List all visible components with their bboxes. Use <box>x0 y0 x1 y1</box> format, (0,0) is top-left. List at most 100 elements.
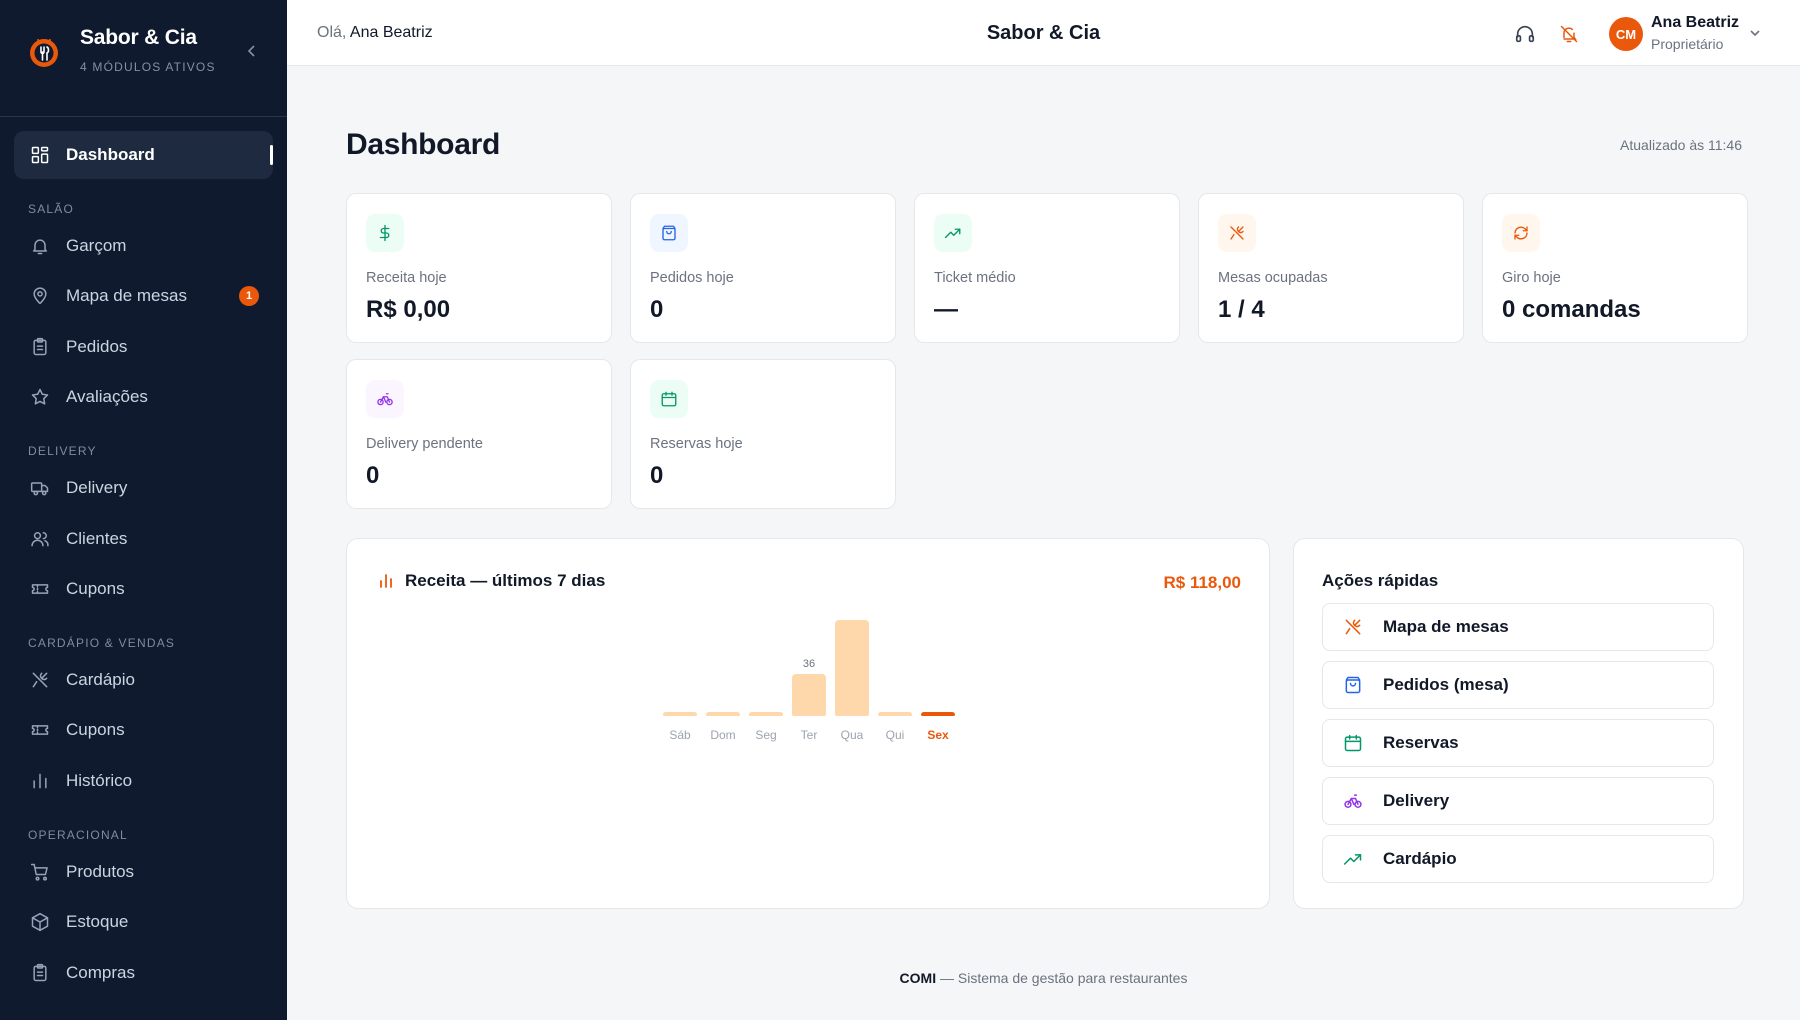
sidebar: Sabor & Cia 4 MÓDULOS ATIVOS Dashboard SA… <box>0 0 287 1020</box>
stat-label: Receita hoje <box>366 270 447 286</box>
stat-card-giro-hoje: Giro hoje 0 comandas <box>1482 193 1748 343</box>
sidebar-item-compras[interactable]: Compras <box>14 949 273 997</box>
quick-action-icon <box>1343 733 1363 753</box>
stat-label: Delivery pendente <box>366 436 483 452</box>
sidebar-item-pedidos[interactable]: Pedidos <box>14 323 273 371</box>
map-pin-icon <box>33 287 47 305</box>
sidebar-item-label: Estoque <box>66 912 129 932</box>
sidebar-item-label: Mapa de mesas <box>66 286 187 306</box>
trending-up-icon <box>944 228 961 239</box>
sidebar-item-estoque[interactable]: Estoque <box>14 898 273 946</box>
quick-action-reservas[interactable]: Reservas <box>1322 719 1714 767</box>
chart-bar-qui[interactable] <box>878 712 912 716</box>
quick-action-icon <box>1343 675 1363 695</box>
chart-bar-sex[interactable] <box>921 712 955 716</box>
truck-icon-wrap <box>30 478 50 498</box>
stat-label: Mesas ocupadas <box>1218 270 1328 286</box>
notifications-button[interactable] <box>1557 22 1581 46</box>
box-icon-wrap <box>30 912 50 932</box>
stat-card-receita-hoje: Receita hoje R$ 0,00 <box>346 193 612 343</box>
chart-tick-label: Qua <box>840 728 864 742</box>
dashboard-icon-wrap <box>30 145 50 165</box>
cart-icon <box>30 863 48 881</box>
cart-icon-wrap <box>30 862 50 882</box>
support-button[interactable] <box>1513 22 1537 46</box>
dashboard-icon <box>31 146 49 164</box>
quick-action-label: Reservas <box>1383 733 1459 752</box>
chart-bar-ter[interactable] <box>792 673 826 716</box>
footer-text: — Sistema de gestão para restaurantes <box>936 970 1188 986</box>
quick-action-cardapio[interactable]: Cardápio <box>1322 835 1714 883</box>
utensils-icon <box>32 672 48 688</box>
utensils-icon <box>1345 619 1361 635</box>
user-name[interactable]: Ana Beatriz <box>1651 14 1740 31</box>
stat-card-ticket-medio: Ticket médio — <box>914 193 1180 343</box>
brand-name: Sabor & Cia <box>80 26 197 49</box>
ticket-icon <box>31 725 49 736</box>
stat-card-reservas-hoje: Reservas hoje 0 <box>630 359 896 509</box>
sidebar-item-label: Produtos <box>66 861 135 881</box>
brand: Sabor & Cia 4 MÓDULOS ATIVOS <box>0 0 287 117</box>
sidebar-item-mapa-de-mesas[interactable]: Mapa de mesas 1 <box>14 272 273 320</box>
last-updated: Atualizado às 11:46 <box>1620 137 1742 153</box>
trending-up-icon <box>1343 854 1362 865</box>
sidebar-item-label: Cardápio <box>66 669 135 689</box>
utensils-icon-wrap <box>30 670 50 690</box>
chart-tick-label: Qui <box>885 728 905 742</box>
stat-icon-wrap <box>1502 214 1540 252</box>
stat-card-pedidos-hoje: Pedidos hoje 0 <box>630 193 896 343</box>
chart-bar-seg[interactable] <box>749 712 783 716</box>
star-icon-wrap <box>30 387 50 407</box>
quick-action-delivery[interactable]: Delivery <box>1322 777 1714 825</box>
quick-action-pedidos-mesa[interactable]: Pedidos (mesa) <box>1322 661 1714 709</box>
sidebar-item-cupons[interactable]: Cupons <box>14 565 273 613</box>
bike-icon <box>1344 794 1362 808</box>
users-icon-wrap <box>30 529 50 549</box>
sidebar-item-historico[interactable]: Histórico <box>14 757 273 805</box>
stat-label: Ticket médio <box>934 270 1016 286</box>
brand-subtitle: 4 MÓDULOS ATIVOS <box>80 60 216 74</box>
sidebar-item-clientes[interactable]: Clientes <box>14 515 273 563</box>
quick-action-mapa-de-mesas[interactable]: Mapa de mesas <box>1322 603 1714 651</box>
greeting-name: Ana Beatriz <box>349 24 433 41</box>
ticket-icon-wrap <box>30 579 50 599</box>
user-avatar[interactable]: CM <box>1609 17 1643 51</box>
sidebar-item-cupons[interactable]: Cupons <box>14 706 273 754</box>
stat-icon-wrap <box>650 214 688 252</box>
chart-bar-qua[interactable] <box>835 620 869 716</box>
chevron-down-icon[interactable] <box>1748 26 1762 40</box>
nav-section-operacional: OPERACIONAL <box>28 827 128 842</box>
quick-actions-title: Ações rápidas <box>1322 571 1439 590</box>
sidebar-item-produtos[interactable]: Produtos <box>14 848 273 896</box>
truck-icon <box>30 482 49 496</box>
stat-card-delivery-pendente: Delivery pendente 0 <box>346 359 612 509</box>
collapse-sidebar-button[interactable] <box>243 42 261 60</box>
sidebar-item-label: Cupons <box>66 579 125 599</box>
chart-tick-label: Sáb <box>669 728 691 742</box>
greeting: Olá, Ana Beatriz <box>317 24 433 42</box>
stat-label: Reservas hoje <box>650 436 743 452</box>
chart-bar-sab[interactable] <box>663 712 697 716</box>
stat-value: R$ 0,00 <box>366 296 451 323</box>
sidebar-item-delivery[interactable]: Delivery <box>14 464 273 512</box>
revenue-chart-card: Receita — últimos 7 dias R$ 118,00 Sáb Do… <box>346 538 1270 909</box>
chart-bar-dom[interactable] <box>706 712 740 716</box>
chevron-left-icon <box>247 45 255 57</box>
sidebar-item-cardapio[interactable]: Cardápio <box>14 656 273 704</box>
sidebar-item-garcom[interactable]: Garçom <box>14 222 273 270</box>
stat-card-mesas-ocupadas: Mesas ocupadas 1 / 4 <box>1198 193 1464 343</box>
quick-actions-card: Ações rápidas Mapa de mesas Pedidos (mesa… <box>1293 538 1744 909</box>
footer: COMI — Sistema de gestão para restaurant… <box>287 970 1800 986</box>
nav-section-financeiro: FINANCEIRO <box>0 999 287 1020</box>
shopping-bag-icon <box>1345 676 1361 694</box>
sidebar-item-dashboard[interactable]: Dashboard <box>14 131 273 179</box>
stat-icon-wrap <box>650 380 688 418</box>
chart-title: Receita — últimos 7 dias <box>405 571 606 590</box>
bar-chart-icon <box>380 574 392 588</box>
clipboard-icon <box>33 337 47 356</box>
quick-action-icon <box>1343 617 1363 637</box>
chart-data-label: 36 <box>802 657 816 670</box>
chart-total: R$ 118,00 <box>1163 573 1241 592</box>
bell-icon <box>33 239 47 254</box>
sidebar-item-avaliacoes[interactable]: Avaliações <box>14 373 273 421</box>
